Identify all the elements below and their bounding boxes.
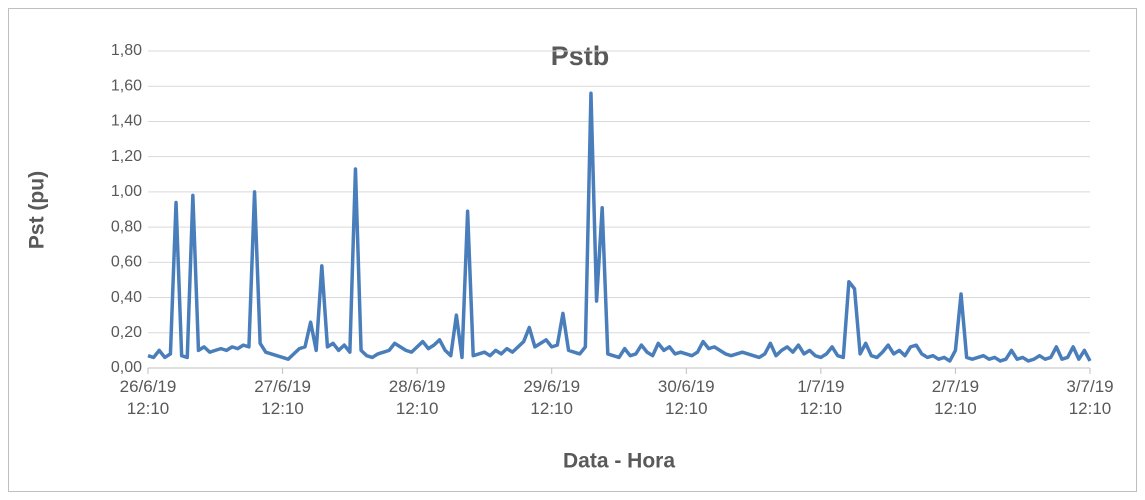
- x-tick-label: 30/6/19 12:10: [657, 377, 715, 418]
- x-tick-label: 28/6/19 12:10: [388, 377, 446, 418]
- x-tick-label: 3/7/19 12:10: [1066, 377, 1114, 418]
- y-tick-label: 0,60: [111, 254, 142, 271]
- x-tick-label: 26/6/19 12:10: [119, 377, 177, 418]
- y-tick-label: 1,20: [111, 148, 142, 165]
- x-tick-label: 2/7/19 12:10: [931, 377, 980, 418]
- data-line: [147, 91, 1092, 363]
- x-tick-label: 27/6/19 12:10: [254, 377, 311, 418]
- x-axis-label: Data - Hora: [563, 450, 675, 473]
- y-tick-label: 1,00: [111, 183, 142, 200]
- y-tick-label: 1,60: [111, 77, 142, 94]
- y-axis-label: Pst (pu): [26, 171, 49, 249]
- y-tick-label: 0,20: [111, 324, 142, 341]
- y-tick-label: 0,40: [111, 289, 142, 306]
- y-tick-label: 0,80: [111, 218, 142, 235]
- x-tick-label: 29/6/19 12:10: [523, 377, 581, 418]
- chart-title: Pstb: [551, 41, 610, 71]
- y-tick-label: 0,00: [111, 359, 142, 376]
- y-tick-label: 1,80: [111, 42, 142, 59]
- x-tick-label: 1/7/19 12:10: [797, 377, 845, 418]
- y-tick-label: 1,40: [111, 113, 142, 130]
